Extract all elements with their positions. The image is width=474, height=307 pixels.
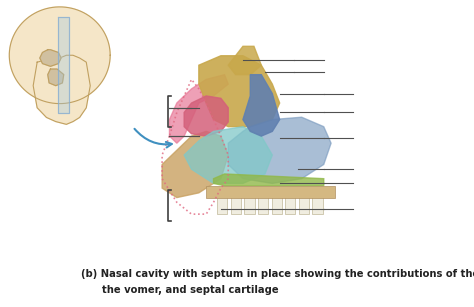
Polygon shape	[199, 56, 280, 127]
Polygon shape	[40, 50, 61, 66]
Polygon shape	[217, 188, 228, 214]
Polygon shape	[285, 188, 295, 214]
Polygon shape	[245, 188, 255, 214]
Polygon shape	[58, 17, 69, 113]
Polygon shape	[272, 188, 282, 214]
Polygon shape	[184, 96, 228, 136]
Polygon shape	[243, 75, 280, 136]
Polygon shape	[228, 117, 331, 183]
Polygon shape	[169, 75, 228, 143]
Polygon shape	[299, 188, 309, 214]
Polygon shape	[184, 127, 272, 183]
Polygon shape	[228, 46, 261, 75]
Polygon shape	[213, 174, 324, 186]
Text: (b) Nasal cavity with septum in place showing the contributions of the ethmoid b: (b) Nasal cavity with septum in place sh…	[81, 269, 474, 279]
Polygon shape	[206, 186, 335, 198]
Polygon shape	[48, 69, 64, 86]
Polygon shape	[162, 131, 228, 198]
Polygon shape	[231, 188, 241, 214]
Polygon shape	[258, 188, 268, 214]
Polygon shape	[312, 188, 323, 214]
Polygon shape	[33, 55, 90, 124]
Text: the vomer, and septal cartilage: the vomer, and septal cartilage	[81, 285, 278, 295]
Polygon shape	[9, 7, 110, 103]
